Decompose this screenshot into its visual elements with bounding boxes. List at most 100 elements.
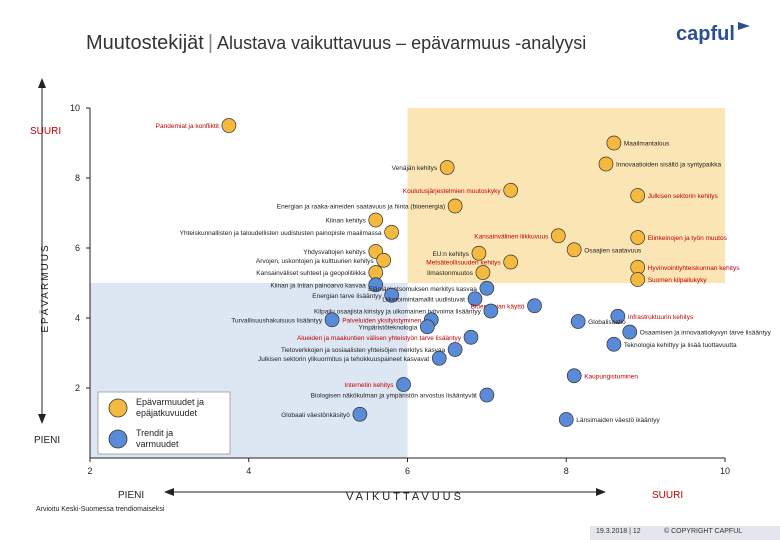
- data-point-label-17: Kansainväliset suhteet ja geopolitiikka: [256, 270, 366, 277]
- y-arrow-up-icon: [38, 78, 46, 88]
- data-point-label-36: Kaupungistuminen: [584, 373, 638, 380]
- data-point-2: [598, 156, 614, 172]
- x-high-label: SUURI: [652, 490, 683, 501]
- data-point-label-25: Kilpailu osaajista kiristyy ja ulkomaine…: [314, 309, 482, 316]
- data-point-36: [566, 368, 582, 384]
- data-point-label-2: Innovaatioiden sisältö ja syntypaikka: [616, 162, 722, 169]
- data-point-25: [483, 303, 499, 319]
- y-tick-label: 4: [75, 313, 80, 323]
- data-point-17: [368, 265, 384, 280]
- data-point-4: [503, 182, 519, 198]
- data-point-13: [471, 245, 487, 261]
- data-point-20: [368, 277, 384, 293]
- logo-text: capful: [676, 23, 735, 45]
- legend-label-trends: Trendit ja varmuudet: [136, 428, 179, 449]
- data-point-15: [503, 254, 519, 270]
- data-point-11: [566, 242, 582, 258]
- footer-copyright: © COPYRIGHT CAPFUL: [664, 528, 743, 535]
- x-tick-label: 2: [87, 466, 92, 476]
- legend-line: Epävarmuudet ja: [136, 397, 204, 407]
- data-point-label-15: Metsäteollisuuden kehitys: [426, 260, 501, 267]
- data-point-label-20: Kiinan ja Intian painoarvo kasvaa: [270, 282, 366, 289]
- data-point-label-23: Liiketoimintamallit uudistuvat: [382, 296, 465, 303]
- x-tick-label: 8: [564, 466, 569, 476]
- data-point-label-5: Julkisen sektorin kehitys: [648, 193, 719, 200]
- x-arrow-left-icon: [164, 488, 174, 496]
- data-point-label-7: Kiinan kehitys: [326, 218, 367, 225]
- data-point-30: [419, 319, 435, 335]
- data-point-18: [475, 265, 491, 280]
- data-point-label-24: Bioenergian käyttö: [471, 303, 525, 310]
- legend-line: epäjatkuvuudet: [136, 408, 198, 418]
- data-point-3: [439, 160, 455, 175]
- title-separator: |: [207, 32, 214, 54]
- legend-label-uncertainties: Epävarmuudet ja epäjatkuvuudet: [136, 397, 204, 418]
- page-subtitle: Alustava vaikuttavuus – epävarmuus -anal…: [217, 33, 587, 53]
- data-point-label-33: Teknologia kehittyy ja lisää tuottavuutt…: [624, 342, 737, 349]
- y-high-label: SUURI: [30, 126, 61, 137]
- data-point-label-8: Yhteiskunnallisten ja taloudellisten uud…: [180, 230, 382, 237]
- legend-blue-marker: [108, 429, 128, 449]
- data-point-label-6: Energian ja raaka-aineiden saatavuus ja …: [277, 204, 445, 211]
- footer-note: Arvioitu Keski-Suomessa trendiomaiseksi: [36, 506, 165, 513]
- data-point-31: [622, 324, 638, 340]
- data-point-26: [610, 308, 626, 324]
- data-point-label-11: Osaajien saatavuus: [584, 247, 642, 254]
- y-arrow-down-icon: [38, 414, 46, 424]
- data-point-16: [630, 259, 646, 275]
- data-point-39: [352, 406, 368, 422]
- data-point-19: [630, 272, 646, 287]
- data-point-7: [368, 212, 384, 228]
- data-point-label-9: Kansainvälinen liikkuvuus: [474, 233, 549, 240]
- x-arrow-right-icon: [596, 488, 606, 496]
- y-axis-title: EPÄVARMUUS: [39, 243, 51, 332]
- data-point-8: [384, 224, 399, 240]
- data-point-9: [550, 228, 566, 244]
- data-point-label-22: Energian tarve lisääntyy: [312, 293, 382, 300]
- x-tick-label: 10: [720, 466, 730, 476]
- data-point-label-1: Maailmantalous: [624, 141, 670, 148]
- data-points: Pandemiat ja konfliktit Maailmantalous Inn…: [156, 118, 772, 427]
- legend-line: varmuudet: [136, 439, 179, 449]
- data-point-label-26: Infrastruktuurin kehitys: [628, 314, 694, 321]
- data-point-35: [431, 350, 447, 366]
- data-point-label-4: Koulutusjärjestelmien muutoskyky: [403, 188, 502, 195]
- data-point-21: [479, 280, 495, 296]
- legend-line: Trendit ja: [136, 428, 173, 438]
- data-point-label-38: Biologisen näkökulman ja ympäristön arvo…: [311, 393, 477, 400]
- data-point-37: [396, 377, 411, 392]
- y-tick-label: 8: [75, 173, 80, 183]
- data-point-label-29: Globalisaatio: [588, 319, 626, 326]
- data-point-label-10: Elinkeinojen ja työn muutos: [648, 235, 728, 242]
- page-title: Muutostekijät: [86, 32, 204, 54]
- data-point-14: [376, 252, 392, 268]
- data-point-label-14: Arvojen, uskontojen ja kulttuurien kehit…: [256, 258, 375, 265]
- data-point-label-37: Internetin kehitys: [344, 382, 394, 389]
- x-tick-label: 6: [405, 466, 410, 476]
- data-point-label-30: Ympäristöteknologia: [358, 324, 417, 331]
- data-point-label-31: Osaamisen ja innovaatiokyvyn tarve lisää…: [640, 330, 772, 337]
- data-point-label-21: Elämänkatsomuksen merkitys kasvaa: [368, 286, 477, 293]
- data-point-label-28: Turvallisuushakuisuus lisääntyy: [231, 317, 323, 324]
- data-point-10: [630, 230, 646, 245]
- data-point-29: [570, 314, 586, 329]
- data-point-34: [447, 342, 463, 357]
- y-tick-label: 10: [70, 103, 80, 113]
- y-tick-label: 2: [75, 383, 80, 393]
- data-point-label-40: Länsimaiden väestö ikääntyy: [576, 417, 660, 424]
- data-point-23: [467, 291, 483, 307]
- data-point-6: [447, 198, 463, 214]
- data-point-label-16: Hyvinvointiyhteiskunnan kehitys: [648, 265, 741, 272]
- x-tick-label: 4: [246, 466, 251, 476]
- footer-bar: [590, 526, 780, 540]
- data-point-label-34: Tietoverkkojen ja sosiaalisten yhteisöje…: [281, 347, 446, 354]
- x-axis-title: VAIKUTTAVUUS: [346, 491, 464, 503]
- footer-date: 19.3.2018 | 12: [596, 528, 641, 535]
- page-header: Muutostekijät | Alustava vaikuttavuus – ep…: [86, 32, 586, 55]
- capful-logo: capful: [676, 22, 750, 45]
- y-low-label: PIENI: [34, 435, 60, 446]
- high-uncertainty-zone: [407, 108, 725, 283]
- data-point-label-27: Palveluiden yksityistyminen: [342, 317, 422, 324]
- data-point-28: [324, 312, 340, 328]
